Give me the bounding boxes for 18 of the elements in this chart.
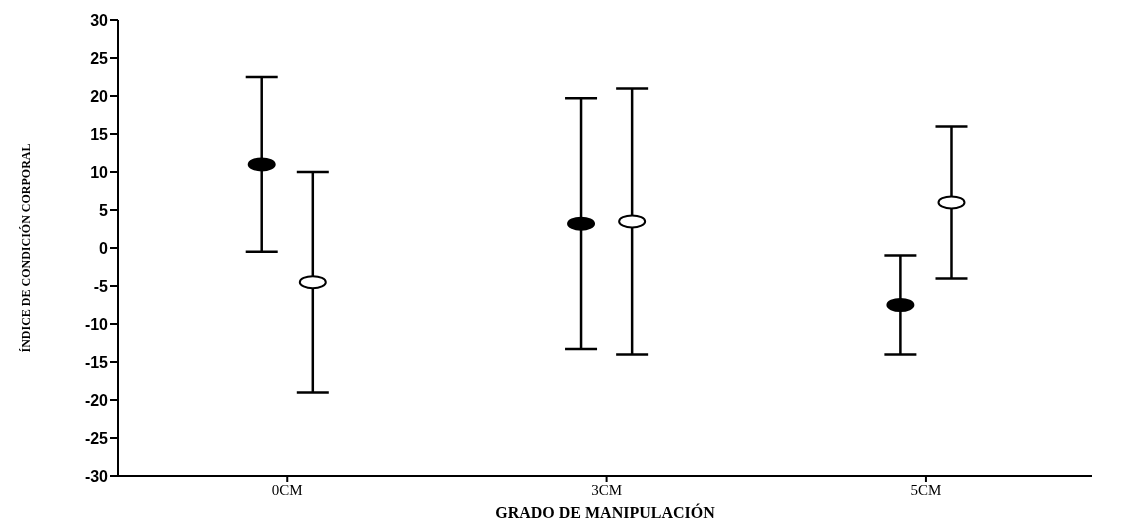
y-axis-title: ÍNDICE DE CONDICIÓN CORPORAL (19, 143, 34, 353)
y-tick-label: 10 (90, 163, 109, 181)
x-axis-title: GRADO DE MANIPULACIÓN (495, 503, 716, 521)
x-tick-label: 0CM (271, 481, 303, 498)
y-tick-label: 0 (99, 239, 109, 257)
x-tick-label: 3CM (591, 481, 623, 498)
y-tick-label: -15 (84, 353, 109, 371)
y-tick-label: -10 (84, 315, 109, 333)
y-tick-label: 20 (90, 87, 109, 105)
y-tick-label: 25 (90, 49, 109, 67)
y-tick-label: 5 (99, 201, 109, 219)
y-tick-label: 15 (90, 125, 109, 143)
y-tick-label: -20 (84, 391, 109, 409)
y-tick-label: 30 (90, 11, 109, 29)
x-tick-label: 5CM (910, 481, 942, 498)
y-tick-label: -30 (84, 467, 109, 485)
y-tick-label: -5 (93, 277, 109, 295)
y-tick-label: -25 (84, 429, 109, 447)
